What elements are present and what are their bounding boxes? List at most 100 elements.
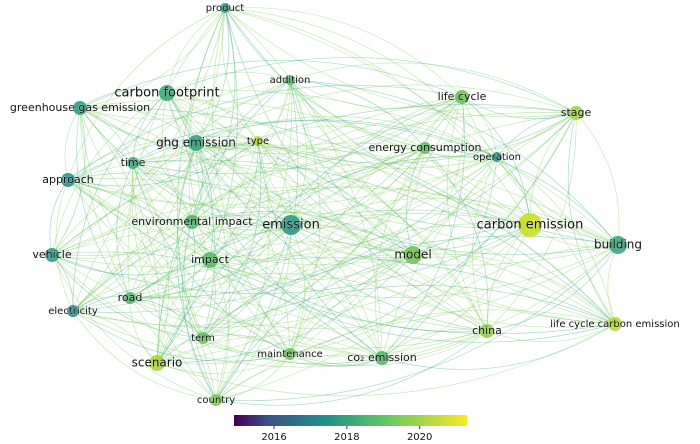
- node: [202, 252, 218, 268]
- node-label: approach: [42, 173, 94, 186]
- edge: [55, 179, 74, 312]
- edge: [209, 259, 383, 359]
- edge: [461, 96, 619, 246]
- edge: [289, 79, 414, 256]
- edge: [67, 172, 292, 226]
- node-label: product: [206, 3, 245, 14]
- edge: [289, 79, 426, 149]
- edge: [79, 107, 616, 325]
- edge: [67, 147, 619, 246]
- edge: [381, 323, 616, 370]
- edge: [529, 112, 577, 226]
- edge: [290, 96, 463, 226]
- edge: [129, 156, 498, 299]
- edge: [156, 224, 531, 365]
- edge: [166, 92, 216, 339]
- edge: [209, 79, 291, 261]
- node: [188, 135, 204, 151]
- edge: [51, 254, 488, 349]
- edge: [224, 7, 488, 332]
- edge: [132, 159, 616, 325]
- edge: [166, 92, 616, 325]
- node-label: model: [394, 248, 431, 262]
- edge: [79, 107, 211, 261]
- edge: [132, 162, 169, 364]
- edge: [224, 7, 498, 158]
- edge: [290, 197, 619, 246]
- node-label: time: [121, 156, 146, 169]
- node: [375, 351, 389, 365]
- edge: [289, 330, 488, 366]
- edge: [289, 254, 414, 355]
- edge: [67, 179, 383, 359]
- edge: [289, 96, 463, 355]
- edge: [176, 7, 226, 401]
- edge: [132, 162, 211, 261]
- edge: [289, 79, 321, 355]
- edge: [215, 254, 414, 401]
- edge: [191, 211, 414, 256]
- node-label: operation: [473, 152, 521, 163]
- edge: [212, 7, 291, 355]
- edge: [49, 179, 69, 256]
- node: [67, 305, 79, 317]
- edge: [607, 244, 619, 325]
- color-tick-label: 2020: [407, 432, 432, 443]
- edge: [195, 142, 292, 226]
- edge: [209, 155, 498, 261]
- edge: [166, 57, 577, 114]
- edge: [129, 297, 383, 365]
- edge: [209, 259, 229, 401]
- edge: [67, 179, 193, 224]
- edge: [289, 79, 307, 226]
- node: [210, 394, 222, 406]
- edge: [129, 221, 193, 299]
- edge: [132, 147, 426, 189]
- edge: [202, 79, 292, 339]
- edge: [257, 140, 414, 256]
- edge: [72, 296, 383, 359]
- edge: [132, 162, 292, 226]
- node: [220, 3, 230, 13]
- node-label: life cycle: [438, 90, 487, 103]
- edge: [166, 89, 619, 246]
- node: [61, 173, 75, 187]
- edge: [132, 162, 619, 266]
- edge: [575, 112, 620, 246]
- edge: [224, 7, 619, 246]
- edge: [446, 96, 488, 332]
- edge: [129, 296, 291, 355]
- edge: [166, 92, 259, 142]
- edge: [129, 140, 259, 299]
- edge: [461, 96, 577, 120]
- edge: [195, 7, 230, 144]
- edge: [156, 140, 259, 364]
- edge: [215, 156, 498, 401]
- edge: [132, 162, 193, 223]
- node-label: road: [118, 291, 143, 304]
- edge: [156, 259, 211, 364]
- node-label: ghg emission: [156, 136, 236, 150]
- node-label: carbon emission: [477, 218, 584, 233]
- edge: [131, 162, 217, 401]
- node: [159, 85, 175, 101]
- edge: [381, 244, 619, 359]
- edge: [51, 254, 217, 401]
- node-label: impact: [191, 253, 230, 266]
- edge: [224, 7, 616, 325]
- edge: [257, 79, 291, 142]
- edge: [132, 160, 414, 256]
- edge: [215, 353, 291, 401]
- edge: [79, 107, 204, 339]
- color-tick-label: 2018: [334, 432, 359, 443]
- edge: [257, 140, 616, 325]
- edge: [166, 71, 291, 94]
- edge: [166, 92, 414, 256]
- edge: [486, 244, 619, 332]
- edge: [183, 221, 204, 339]
- edge: [215, 354, 383, 401]
- edge: [132, 162, 204, 339]
- edge: [67, 92, 168, 181]
- edge: [195, 84, 577, 144]
- edge: [209, 112, 577, 261]
